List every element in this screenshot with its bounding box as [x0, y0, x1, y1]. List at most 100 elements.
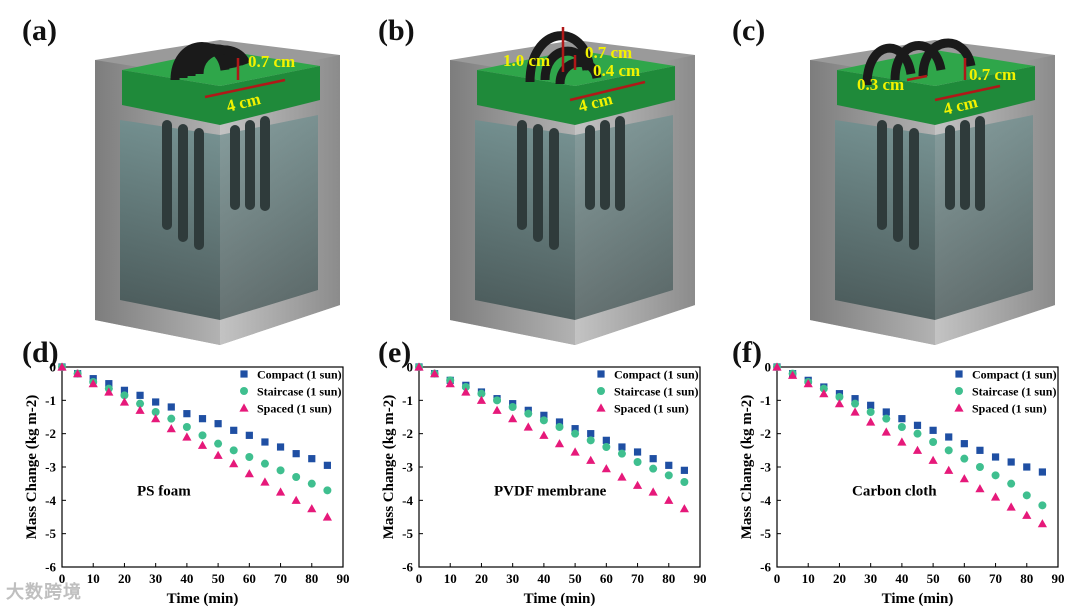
data-point [991, 453, 1000, 461]
data-point [120, 391, 129, 400]
y-tick-label: -2 [402, 426, 413, 441]
data-point [912, 445, 923, 454]
data-point [182, 432, 192, 441]
panel-label-c: (c) [732, 14, 766, 47]
data-point [929, 438, 938, 446]
x-tick-label: 90 [694, 571, 707, 586]
water-right [575, 115, 673, 320]
data-point [430, 369, 440, 378]
data-point [523, 422, 533, 431]
data-point [664, 471, 673, 480]
x-tick-label: 40 [895, 571, 908, 586]
data-point [119, 397, 130, 406]
panel-label-f: (f) [732, 336, 762, 369]
data-point [586, 436, 595, 445]
data-point [991, 471, 1000, 480]
data-point [788, 370, 798, 379]
data-point [602, 436, 610, 444]
x-tick-label: 60 [243, 571, 256, 586]
legend-label: Staircase (1 sun) [257, 385, 341, 399]
chart-title: PVDF membrane [494, 483, 607, 499]
x-tick-label: 80 [662, 571, 675, 586]
watermark: 大数跨境 [6, 582, 82, 603]
series-triangle [57, 362, 332, 521]
data-point [851, 399, 860, 408]
wicking-rods [877, 116, 985, 250]
x-tick-label: 70 [631, 571, 644, 586]
data-point [276, 466, 285, 475]
y-tick-label: -3 [45, 460, 56, 475]
legend-label: Staircase (1 sun) [972, 385, 1056, 399]
chart-title: PS foam [137, 483, 191, 499]
data-point [866, 408, 875, 416]
wicking-rods [517, 116, 625, 250]
data-point [229, 459, 239, 468]
data-point [867, 401, 875, 409]
data-point [492, 405, 502, 414]
x-tick-label: 70 [989, 571, 1002, 586]
data-point [928, 455, 938, 464]
x-tick-label: 90 [1052, 571, 1065, 586]
data-point [586, 455, 596, 464]
data-point [819, 389, 829, 398]
panel-label-a: (a) [22, 14, 57, 47]
diagram-compact: 0.7 cm 4 cm [95, 40, 340, 345]
data-point [244, 469, 254, 478]
data-point [554, 439, 565, 448]
data-point [850, 407, 860, 416]
x-tick-label: 30 [506, 571, 519, 586]
water-right [220, 115, 318, 320]
data-point [1007, 479, 1016, 488]
chart-pvdf-membrane: 0 10 20 30 40 50 60 70 80 90 0 -1 -2 -3 -4 -5 -6 Time (mi… [381, 360, 707, 608]
data-point [167, 414, 176, 423]
y-tick-label: -1 [402, 393, 413, 408]
diagram-b-label-mid-height: 0.7 cm [585, 43, 632, 62]
data-point [136, 399, 145, 408]
x-tick-label: 50 [927, 571, 940, 586]
series-square [58, 363, 331, 469]
data-point [882, 414, 891, 423]
y-tick-label: -2 [760, 426, 771, 441]
y-tick-label: -4 [402, 493, 413, 508]
data-point [524, 409, 533, 418]
x-tick-label: 0 [59, 571, 66, 586]
data-point [245, 453, 254, 461]
data-point [882, 408, 890, 416]
x-axis-label: Time (min) [524, 591, 596, 607]
chart-title: Carbon cloth [852, 483, 937, 499]
x-tick-label: 0 [416, 571, 423, 586]
data-point [166, 424, 176, 433]
data-point [555, 418, 564, 426]
data-point [445, 379, 455, 388]
data-point [679, 504, 689, 513]
evaporator-arches [170, 42, 251, 81]
diagram-c-label-height: 0.7 cm [969, 65, 1016, 84]
y-tick-label: -6 [45, 560, 56, 575]
chart-carbon-cloth: 0 10 20 30 40 50 60 70 80 90 0 -1 -2 -3 -4 -5 -6 Time (mi… [739, 360, 1065, 608]
x-tick-label: 40 [537, 571, 550, 586]
data-point [57, 362, 67, 371]
data-point [477, 389, 486, 398]
data-point [104, 387, 114, 396]
y-tick-label: -1 [760, 393, 771, 408]
insulation-foam [837, 66, 1035, 125]
data-point [135, 405, 145, 414]
data-point [414, 362, 424, 371]
x-tick-label: 20 [833, 571, 846, 586]
x-tick-label: 50 [212, 571, 225, 586]
data-point [198, 415, 207, 423]
data-point [649, 464, 658, 473]
data-point [866, 417, 876, 426]
data-point [1022, 510, 1032, 519]
y-tick-label: -1 [45, 393, 56, 408]
x-tick-label: 90 [337, 571, 350, 586]
data-point [945, 433, 953, 441]
legend-label: Compact (1 sun) [257, 368, 342, 382]
data-point [648, 487, 658, 496]
data-point [461, 387, 471, 396]
data-point [618, 443, 626, 451]
data-point [1006, 502, 1016, 511]
data-point [323, 461, 331, 469]
x-tick-label: 30 [864, 571, 877, 586]
y-tick-label: -6 [760, 560, 771, 575]
